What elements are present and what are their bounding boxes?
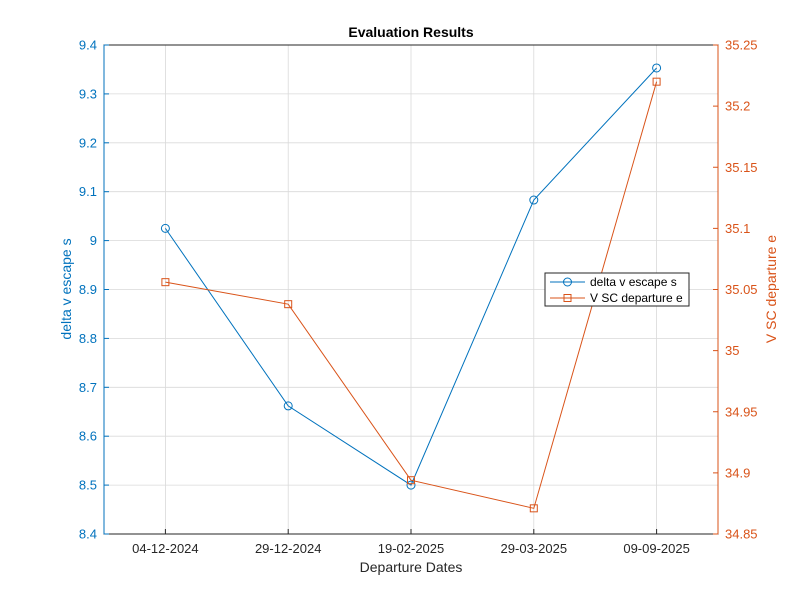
y-left-tick-label: 9.2 xyxy=(79,135,97,150)
x-tick-label: 19-02-2025 xyxy=(378,541,445,556)
y-right-axis-label: V SC departure e xyxy=(763,235,779,343)
series-line-2 xyxy=(165,81,658,509)
x-tick-label: 29-03-2025 xyxy=(501,541,568,556)
y-right-tick-label: 35 xyxy=(725,343,739,358)
y-right-tick-label: 35.05 xyxy=(725,282,758,297)
ticks: 04-12-2024 29-12-2024 19-02-2025 29-03-2025… xyxy=(79,38,758,557)
legend-label-series-1: delta v escape s xyxy=(590,275,677,289)
y-right-tick-label: 35.25 xyxy=(725,38,758,53)
data-point-series-1 xyxy=(406,480,416,490)
y-left-tick-label: 8.9 xyxy=(79,282,97,297)
y-right-tick-label: 35.2 xyxy=(725,99,750,114)
y-left-tick-label: 9.1 xyxy=(79,184,97,199)
series-line-1 xyxy=(164,67,657,486)
data-point-series-1 xyxy=(160,223,170,233)
data-point-series-2 xyxy=(529,504,538,513)
data-point-series-2 xyxy=(284,300,293,309)
y-right-tick-label: 34.95 xyxy=(725,404,758,419)
y-right-tick-label: 35.1 xyxy=(725,221,750,236)
legend-label-series-2: V SC departure e xyxy=(590,291,683,305)
y-left-tick-label: 8.7 xyxy=(79,380,97,395)
x-axis-label: Departure Dates xyxy=(360,559,463,575)
data-point-series-1 xyxy=(652,63,662,73)
legend-marker-series-2 xyxy=(563,294,572,302)
x-tick-label: 29-12-2024 xyxy=(255,541,322,556)
y-right-tick-label: 35.15 xyxy=(725,160,758,175)
x-tick-label: 04-12-2024 xyxy=(132,541,199,556)
data-point-series-1 xyxy=(283,401,293,411)
y-left-tick-label: 8.8 xyxy=(79,331,97,346)
y-right-tick-label: 34.9 xyxy=(725,465,750,480)
data-point-series-1 xyxy=(529,195,539,205)
y-left-axis-label: delta v escape s xyxy=(58,238,74,339)
chart-title: Evaluation Results xyxy=(348,24,473,40)
series-layer xyxy=(160,63,662,513)
y-left-tick-label: 8.5 xyxy=(79,478,97,493)
y-left-tick-label: 9.4 xyxy=(79,38,97,53)
x-tick-label: 09-09-2025 xyxy=(623,541,690,556)
data-point-series-2 xyxy=(407,476,415,485)
y-left-tick-label: 8.6 xyxy=(79,429,97,444)
y-left-tick-label: 9.3 xyxy=(79,86,97,101)
y-left-tick-label: 9 xyxy=(90,233,97,248)
y-left-tick-label: 8.4 xyxy=(79,527,97,542)
data-point-series-2 xyxy=(652,77,661,86)
legend-marker-series-1 xyxy=(563,277,572,287)
y-right-tick-label: 34.85 xyxy=(725,527,758,542)
data-point-series-2 xyxy=(161,278,170,287)
legend: delta v escape s V SC departure e xyxy=(544,272,690,307)
